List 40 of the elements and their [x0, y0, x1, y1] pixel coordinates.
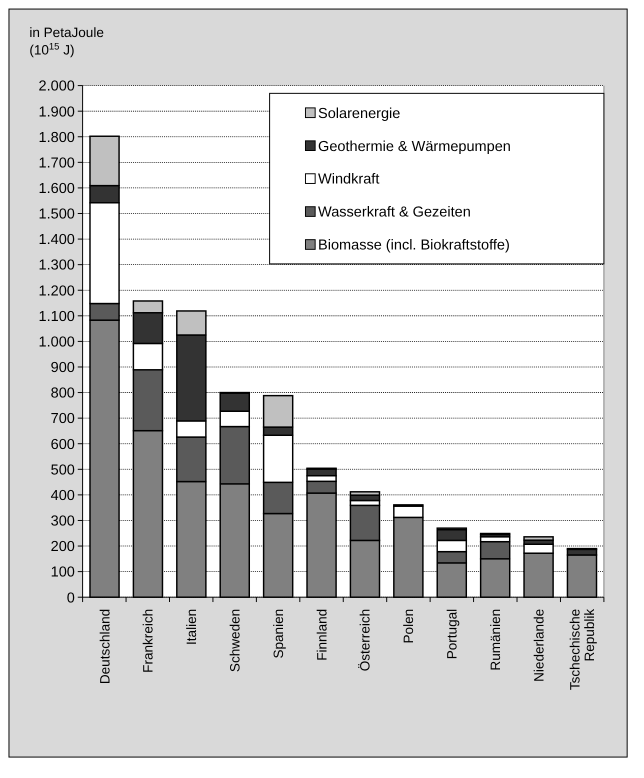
x-tick-label: Finnland	[314, 608, 330, 661]
y-tick-label: 600	[50, 436, 75, 453]
y-tick-label: 1.400	[38, 232, 75, 248]
x-tick-label: Tschechische Republik	[567, 608, 598, 690]
x-tick-label: Polen	[401, 608, 416, 644]
x-tick-label: Niederlande	[531, 608, 546, 682]
y-tick-label: 1.700	[38, 155, 75, 172]
x-tick-label: Rumänien	[488, 608, 503, 671]
y-tick-label: 0	[66, 590, 75, 606]
x-tick-label: Portugal	[444, 608, 460, 660]
legend-label: Geothermie & Wärmepumpen	[318, 138, 511, 155]
bar	[523, 536, 554, 541]
y-tick-label: 1.000	[38, 334, 75, 350]
y-tick-label: 300	[50, 514, 75, 530]
x-tick-label: Deutschland	[97, 608, 112, 684]
y-axis-title: in PetaJoule (10$^{15}$ J)	[29, 25, 104, 58]
legend-label: Wasserkraft & Gezeiten	[318, 204, 471, 221]
y-tick-label: 100	[50, 564, 75, 581]
x-tick-label: Italien	[184, 608, 200, 645]
y-tick-label: 200	[50, 539, 75, 556]
y-tick-label: 1.100	[38, 308, 75, 325]
y-tick-label: 1.300	[38, 258, 75, 274]
y-tick-label: 1.200	[38, 283, 75, 300]
legend-label: Biomasse (incl. Biokraftstoffe)	[318, 238, 510, 254]
x-tick-label: Österreich	[358, 608, 373, 672]
y-tick-label: 400	[50, 488, 75, 504]
x-tick-label: Spanien	[270, 608, 286, 659]
y-tick-label: 1.800	[38, 130, 75, 146]
y-tick-label: 2.000	[38, 78, 75, 95]
legend-label: Solarenergie	[318, 106, 400, 122]
y-tick-label: 1.600	[38, 181, 75, 198]
x-tick-label: Schweden	[227, 608, 242, 672]
x-tick-label: Frankreich	[140, 608, 156, 673]
y-tick-label: 1.900	[38, 104, 75, 120]
y-tick-label: 900	[50, 360, 75, 376]
y-tick-label: 1.500	[38, 206, 75, 223]
y-tick-label: 500	[50, 462, 75, 478]
legend-label: Windkraft	[318, 172, 380, 188]
y-tick-label: 700	[50, 411, 75, 428]
y-tick-label: 800	[50, 386, 75, 402]
